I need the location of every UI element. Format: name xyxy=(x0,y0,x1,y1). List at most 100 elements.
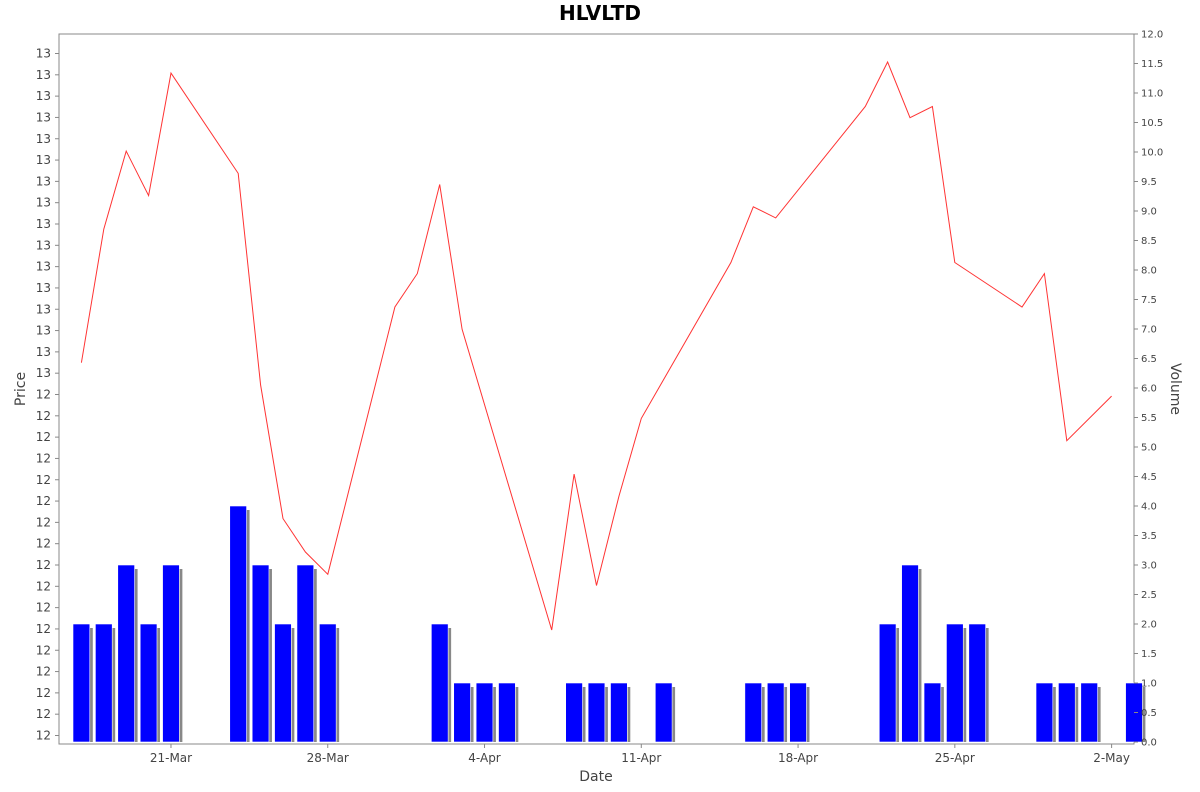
x-axis-tick-label: 11-Apr xyxy=(621,751,661,765)
left-axis-tick-label: 13 xyxy=(36,281,51,295)
left-axis-tick-label: 12 xyxy=(36,601,51,615)
left-axis-tick-label: 13 xyxy=(36,324,51,338)
left-axis-tick-label: 12 xyxy=(36,622,51,636)
volume-bar xyxy=(431,623,449,743)
volume-bar xyxy=(565,682,583,743)
left-axis-tick-label: 13 xyxy=(36,132,51,146)
left-axis-tick-label: 13 xyxy=(36,68,51,82)
x-axis-tick-label: 21-Mar xyxy=(150,751,192,765)
right-axis-tick-label: 4.0 xyxy=(1141,502,1157,513)
left-axis-tick-label: 12 xyxy=(36,409,51,423)
left-axis-tick-label: 13 xyxy=(36,153,51,167)
left-axis-tick-label: 13 xyxy=(36,196,51,210)
x-axis-tick-label: 25-Apr xyxy=(935,751,975,765)
left-axis-tick-label: 12 xyxy=(36,579,51,593)
left-axis-tick-label: 12 xyxy=(36,729,51,743)
volume-bar xyxy=(766,682,785,743)
right-axis-tick-label: 2.0 xyxy=(1141,620,1157,631)
volume-bar xyxy=(139,623,158,743)
y-axis-right-label: Volume xyxy=(1167,363,1183,415)
left-axis-tick-label: 13 xyxy=(36,302,51,316)
right-axis-tick-label: 6.5 xyxy=(1141,354,1157,365)
left-axis-tick-label: 13 xyxy=(36,217,51,231)
left-axis-tick-label: 13 xyxy=(36,47,51,61)
right-axis-tick-label: 4.5 xyxy=(1141,472,1157,483)
right-axis-tick-label: 5.5 xyxy=(1141,413,1157,424)
x-axis-label: Date xyxy=(579,769,612,785)
right-axis-tick-label: 11.0 xyxy=(1141,89,1163,100)
x-axis: 21-Mar 28-Mar 4-Apr 11-Apr 18-Apr 25-Apr 2-May xyxy=(150,744,1130,765)
left-axis-tick-label: 12 xyxy=(36,537,51,551)
volume-bars xyxy=(72,505,1146,743)
volume-bar xyxy=(1058,682,1076,743)
volume-bar xyxy=(1035,682,1054,743)
left-axis-tick-label: 13 xyxy=(36,260,51,274)
volume-bar xyxy=(878,623,897,743)
x-axis-tick-label: 18-Apr xyxy=(778,751,818,765)
volume-bar xyxy=(968,623,986,743)
left-axis-tick-label: 12 xyxy=(36,686,51,700)
left-axis-tick-label: 12 xyxy=(36,707,51,721)
left-axis-tick-label: 13 xyxy=(36,345,51,359)
plot-frame xyxy=(58,33,1135,745)
volume-bar xyxy=(901,564,919,743)
volume-bar xyxy=(1080,682,1098,743)
right-axis-tick-label: 11.5 xyxy=(1141,59,1163,70)
left-axis-tick-label: 12 xyxy=(36,558,51,572)
volume-bar xyxy=(475,682,494,743)
right-axis-tick-label: 9.0 xyxy=(1141,207,1157,218)
left-axis-tick-label: 13 xyxy=(36,238,51,252)
left-axis-tick-label: 12 xyxy=(36,430,51,444)
right-axis-tick-label: 6.0 xyxy=(1141,384,1157,395)
chart-title: HLVLTD xyxy=(559,1,641,25)
price-line xyxy=(80,60,1112,631)
volume-bar xyxy=(296,564,315,743)
volume-bar xyxy=(72,623,91,743)
volume-bar xyxy=(229,505,247,743)
left-axis: 13 13 13 13 13 13 13 13 13 13 13 13 13 13 13 13 12 12 12 12… xyxy=(36,47,59,743)
right-axis-tick-label: 0.0 xyxy=(1141,738,1157,749)
volume-bar xyxy=(498,682,516,743)
volume-bar xyxy=(117,564,135,743)
volume-bar xyxy=(587,682,606,743)
right-axis-tick-label: 10.5 xyxy=(1141,118,1163,129)
x-axis-tick-label: 4-Apr xyxy=(468,751,501,765)
right-axis: 0.0 0.5 1.0 1.5 2.0 2.5 3.0 3.5 4.0 4.5 5.0 5.5 6.0 6… xyxy=(1134,30,1163,749)
volume-bar xyxy=(453,682,471,743)
right-axis-tick-label: 10.0 xyxy=(1141,148,1163,159)
right-axis-tick-label: 8.5 xyxy=(1141,236,1157,247)
left-axis-tick-label: 12 xyxy=(36,515,51,529)
right-axis-tick-label: 9.5 xyxy=(1141,177,1157,188)
left-axis-tick-label: 13 xyxy=(36,110,51,124)
price-series xyxy=(80,60,1112,631)
volume-bar xyxy=(789,682,807,743)
right-axis-tick-label: 2.5 xyxy=(1141,590,1157,601)
y-axis-left-label: Price xyxy=(13,372,29,406)
volume-bar xyxy=(162,564,180,743)
volume-bar xyxy=(95,623,113,743)
right-axis-tick-label: 8.0 xyxy=(1141,266,1157,277)
right-axis-tick-label: 3.0 xyxy=(1141,561,1157,572)
volume-bar xyxy=(923,682,942,743)
left-axis-tick-label: 12 xyxy=(36,388,51,402)
left-axis-tick-label: 12 xyxy=(36,473,51,487)
volume-bar xyxy=(319,623,337,743)
right-axis-tick-label: 12.0 xyxy=(1141,30,1163,41)
volume-bar xyxy=(251,564,270,743)
volume-bar xyxy=(744,682,762,743)
left-axis-tick-label: 13 xyxy=(36,366,51,380)
right-axis-tick-label: 0.5 xyxy=(1141,708,1157,719)
x-axis-tick-label: 2-May xyxy=(1093,751,1130,765)
volume-bar xyxy=(610,682,628,743)
right-axis-tick-label: 3.5 xyxy=(1141,531,1157,542)
volume-bar xyxy=(654,682,673,743)
left-axis-tick-label: 13 xyxy=(36,89,51,103)
left-axis-tick-label: 12 xyxy=(36,665,51,679)
left-axis-tick-label: 12 xyxy=(36,451,51,465)
x-axis-tick-label: 28-Mar xyxy=(307,751,349,765)
right-axis-tick-label: 5.0 xyxy=(1141,443,1157,454)
volume-bar xyxy=(274,623,292,743)
right-axis-tick-label: 7.0 xyxy=(1141,325,1157,336)
